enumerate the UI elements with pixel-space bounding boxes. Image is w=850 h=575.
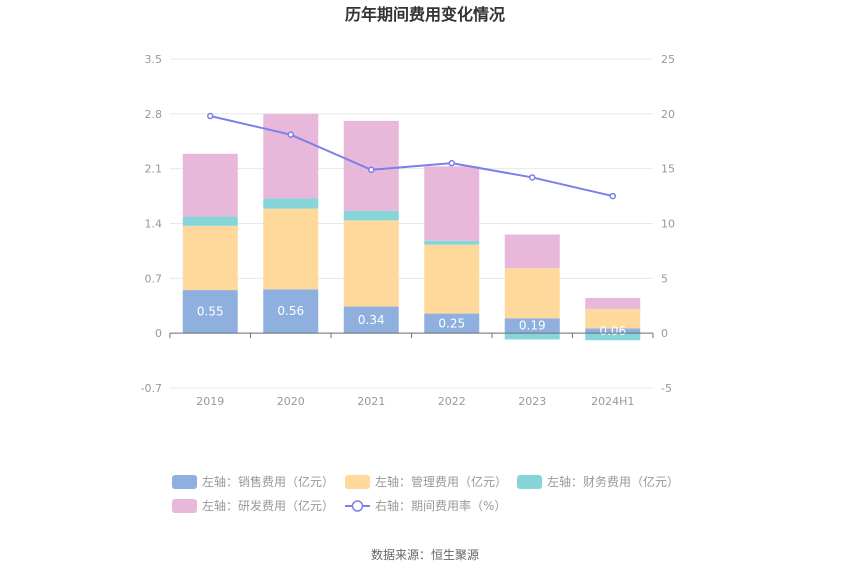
legend-label: 左轴：研发费用（亿元） — [202, 498, 334, 513]
right-tick-label: 25 — [661, 53, 675, 66]
bar-segment — [343, 120, 399, 211]
legend-item: 左轴：管理费用（亿元） — [345, 474, 507, 489]
bar-segment — [182, 225, 238, 291]
legend-label: 右轴：期间费用率（%） — [375, 498, 506, 513]
bar-segment — [585, 308, 641, 329]
bar-segment — [424, 240, 480, 245]
x-axis — [169, 332, 654, 339]
bar-data-label: 0.06 — [599, 324, 626, 338]
bar-data-label: 0.55 — [197, 305, 224, 319]
right-tick-label: 15 — [661, 163, 675, 176]
left-tick-label: 1.4 — [145, 218, 163, 231]
line-point — [448, 159, 455, 167]
bar-segment — [504, 268, 560, 319]
bar-data-label: 0.19 — [519, 319, 546, 333]
bar-segment — [424, 166, 480, 241]
x-tick-label: 2020 — [277, 395, 305, 408]
right-tick-label: 0 — [661, 327, 668, 340]
bar-segment — [424, 244, 480, 314]
bar-segment — [263, 198, 319, 209]
bar-segment — [263, 289, 319, 334]
bar-segment — [343, 210, 399, 221]
legend-item: 左轴：销售费用（亿元） — [172, 474, 334, 489]
x-tick-label: 2019 — [196, 395, 224, 408]
legend-label: 左轴：管理费用（亿元） — [375, 474, 507, 489]
bar-segment — [424, 313, 480, 334]
right-tick-label: 5 — [661, 272, 668, 285]
line-point — [609, 192, 616, 200]
line-path — [210, 115, 613, 198]
bar-segment — [263, 208, 319, 290]
right-tick-label: 20 — [661, 108, 675, 121]
bar-data-label: 0.34 — [358, 313, 385, 327]
bar-segment — [343, 220, 399, 307]
bar-segment — [504, 234, 560, 269]
x-tick-label: 2021 — [357, 395, 385, 408]
bar-segment — [585, 328, 641, 334]
x-tick-label: 2023 — [518, 395, 546, 408]
line-point — [368, 166, 375, 174]
right-tick-label: 10 — [661, 218, 675, 231]
legend-swatch — [345, 475, 370, 489]
bar-segment — [504, 318, 560, 334]
right-tick-label: -5 — [661, 382, 672, 395]
bar-segment — [182, 153, 238, 217]
legend-item: 左轴：研发费用（亿元） — [172, 498, 334, 513]
line-point — [207, 112, 214, 120]
left-tick-label: 2.1 — [145, 163, 163, 176]
left-axis: 3.5 2.8 2.1 1.4 0.7 0 -0.7 — [141, 53, 162, 395]
bar-segment — [504, 333, 560, 340]
legend-swatch — [172, 475, 197, 489]
legend-swatch — [517, 475, 542, 489]
legend-label: 左轴：销售费用（亿元） — [202, 474, 334, 489]
bar-segment — [263, 113, 319, 199]
bar-segment — [585, 297, 641, 309]
bar-series: 0.55 0.56 0.34 0.25 0.19 0.06 — [182, 113, 641, 341]
legend-swatch — [172, 499, 197, 513]
bar-segment — [343, 306, 399, 334]
chart-title: 历年期间费用变化情况 — [345, 5, 505, 24]
left-tick-label: 3.5 — [145, 53, 163, 66]
legend: 左轴：销售费用（亿元） 左轴：管理费用（亿元） 左轴：财务费用（亿元） 左轴：研发费用… — [172, 474, 679, 513]
legend-item: 左轴：财务费用（亿元） — [517, 474, 679, 489]
legend-marker — [351, 500, 364, 512]
left-tick-label: 0 — [155, 327, 162, 340]
right-axis: 25 20 15 10 5 0 -5 — [661, 53, 675, 395]
grid-lines — [170, 58, 653, 389]
bar-data-label: 0.25 — [438, 316, 465, 330]
source-note: 数据来源：恒生聚源 — [371, 547, 479, 562]
x-tick-label: 2024H1 — [591, 395, 634, 408]
left-tick-label: 2.8 — [145, 108, 163, 121]
bar-segment — [585, 333, 641, 341]
bar-segment — [182, 216, 238, 226]
x-tick-label: 2022 — [438, 395, 466, 408]
legend-item: 右轴：期间费用率（%） — [345, 498, 506, 513]
left-tick-label: -0.7 — [141, 382, 162, 395]
line-series — [207, 112, 616, 200]
x-axis-labels: 2019 2020 2021 2022 2023 2024H1 — [196, 395, 634, 408]
line-point — [287, 131, 294, 138]
left-tick-label: 0.7 — [145, 272, 163, 285]
bar-segment — [182, 290, 238, 334]
bar-data-label: 0.56 — [277, 304, 304, 318]
legend-label: 左轴：财务费用（亿元） — [547, 474, 679, 489]
line-point — [529, 174, 536, 181]
